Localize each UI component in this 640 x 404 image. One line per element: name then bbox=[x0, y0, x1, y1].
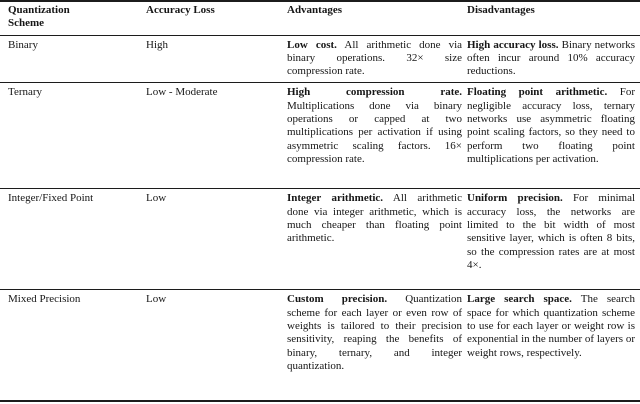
scheme-cell: Mixed Precision bbox=[8, 293, 81, 306]
accuracy-loss-cell: High bbox=[146, 38, 168, 51]
scheme-cell: Integer/Fixed Point bbox=[8, 192, 94, 205]
table-row-integer-fixed-point: Integer/Fixed Point Low Integer arithmet… bbox=[0, 189, 640, 290]
advantages-lead: Custom precision. bbox=[287, 293, 388, 306]
table-row-ternary: Ternary Low - Moderate High compression … bbox=[0, 83, 640, 189]
advantages-text: Multiplications done via binary operatio… bbox=[287, 99, 462, 165]
col-header-accuracy-loss: Accuracy Loss bbox=[146, 4, 215, 16]
advantages-cell: High compression rate. Multiplications d… bbox=[287, 83, 467, 189]
table-row-binary: Binary High Low cost. All arithmetic don… bbox=[0, 35, 640, 83]
advantages-text: All arithmetic done via binary operation… bbox=[287, 38, 463, 78]
advantages-cell: Custom precision. Quantization scheme fo… bbox=[287, 290, 467, 401]
advantages-cell: Integer arithmetic. All arithmetic done … bbox=[287, 189, 467, 290]
advantages-text: All arithmetic done via integer arithmet… bbox=[287, 192, 462, 245]
disadvantages-text: For minimal accuracy loss, the networks … bbox=[467, 192, 636, 271]
disadvantages-cell: Floating point arithmetic. For negligibl… bbox=[467, 83, 640, 189]
accuracy-loss-cell: Low bbox=[146, 192, 167, 205]
disadvantages-lead: Uniform precision. bbox=[467, 192, 563, 205]
col-header-disadvantages: Disadvantages bbox=[467, 4, 535, 16]
disadvantages-text: The search space for which quantization … bbox=[467, 293, 636, 359]
col-header-quantization-scheme: Quantization Scheme bbox=[0, 1, 146, 35]
accuracy-loss-cell: Low bbox=[146, 293, 167, 306]
disadvantages-cell: Large search space. The search space for… bbox=[467, 290, 640, 401]
table-header: Quantization Scheme Accuracy Loss Advant… bbox=[0, 1, 640, 36]
disadvantages-lead: Floating point arithmetic. bbox=[467, 86, 608, 99]
disadvantages-lead: High accuracy loss. bbox=[467, 38, 559, 51]
scheme-cell: Ternary bbox=[8, 86, 43, 99]
advantages-text: Quantization scheme for each layer or ev… bbox=[287, 293, 463, 372]
disadvantages-text: For negligible accuracy loss, ternary ne… bbox=[467, 86, 636, 165]
disadvantages-text: Binary networks often incur around 10% a… bbox=[467, 38, 636, 78]
advantages-lead: High compression rate. bbox=[287, 86, 462, 99]
disadvantages-cell: Uniform precision. For minimal accuracy … bbox=[467, 189, 640, 290]
advantages-cell: Low cost. All arithmetic done via binary… bbox=[287, 35, 467, 83]
advantages-lead: Integer arithmetic. bbox=[287, 192, 384, 205]
advantages-lead: Low cost. bbox=[287, 38, 337, 51]
scheme-cell: Binary bbox=[8, 38, 38, 51]
accuracy-loss-cell: Low - Moderate bbox=[146, 86, 218, 99]
table-row-mixed-precision: Mixed Precision Low Custom precision. Qu… bbox=[0, 290, 640, 401]
disadvantages-lead: Large search space. bbox=[467, 293, 572, 306]
header-row: Quantization Scheme Accuracy Loss Advant… bbox=[0, 1, 640, 36]
col-header-advantages: Advantages bbox=[287, 4, 343, 16]
table-body: Binary High Low cost. All arithmetic don… bbox=[0, 35, 640, 401]
disadvantages-cell: High accuracy loss. Binary networks ofte… bbox=[467, 35, 640, 83]
col-header-quantization-scheme-label: Quantization Scheme bbox=[8, 4, 70, 30]
